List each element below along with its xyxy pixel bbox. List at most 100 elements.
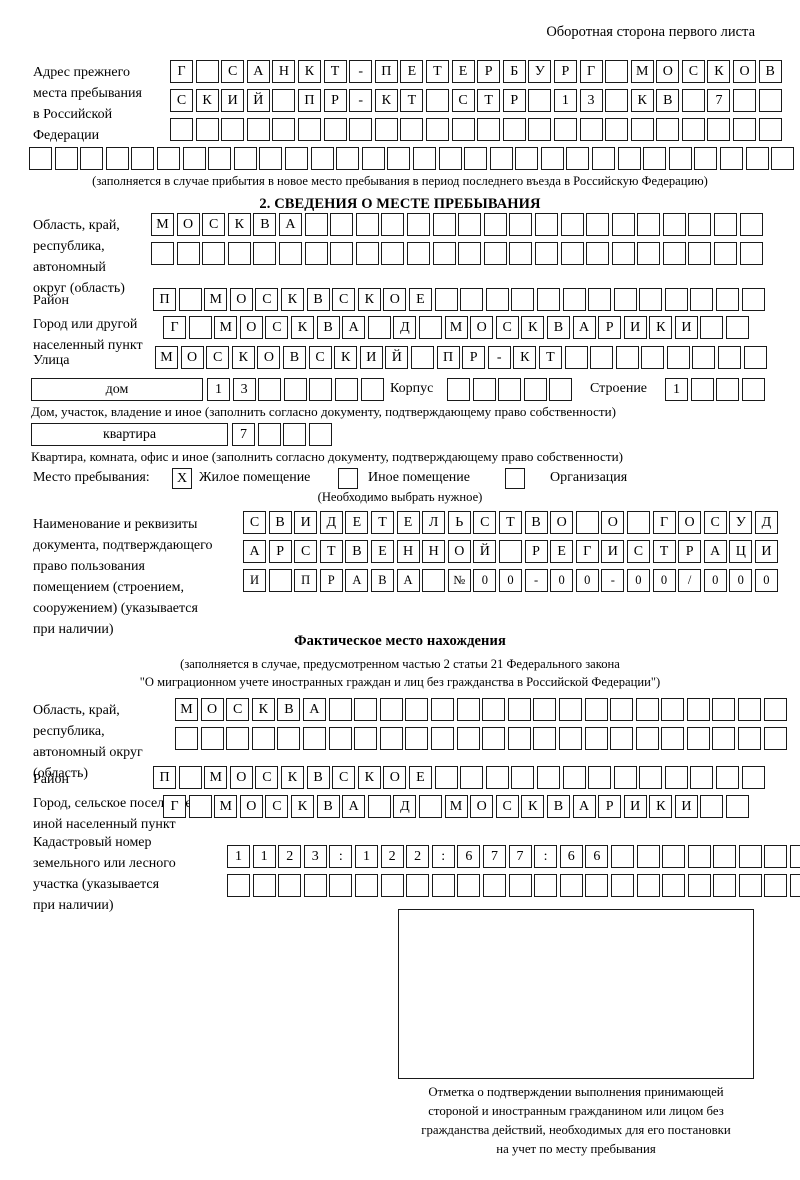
char-cell[interactable] [432, 242, 456, 265]
korpus-cells[interactable] [447, 378, 575, 401]
char-cell[interactable] [712, 727, 736, 750]
char-cell[interactable] [508, 874, 532, 897]
char-cell[interactable]: 0 [498, 569, 522, 592]
char-cell[interactable]: С [221, 60, 245, 83]
char-cell[interactable] [661, 727, 685, 750]
char-cell[interactable] [227, 874, 250, 897]
char-cell[interactable] [418, 316, 442, 339]
checkbox-inoe[interactable] [338, 468, 358, 489]
char-cell[interactable]: А [703, 540, 727, 563]
char-cell[interactable]: М [630, 60, 654, 83]
char-cell[interactable] [664, 766, 688, 789]
char-cell[interactable]: К [649, 795, 673, 818]
char-cell[interactable]: В [316, 316, 340, 339]
char-cell[interactable] [257, 423, 281, 446]
char-cell[interactable] [297, 118, 321, 141]
char-cell[interactable]: К [290, 316, 314, 339]
char-cell[interactable]: С [206, 346, 230, 369]
char-cell[interactable]: П [294, 569, 318, 592]
char-cell[interactable] [713, 874, 737, 897]
char-cell[interactable]: : [534, 845, 558, 868]
char-cell[interactable] [564, 346, 588, 369]
char-cell[interactable]: Й [473, 540, 497, 563]
char-cell[interactable]: Б [502, 60, 526, 83]
char-cell[interactable] [605, 118, 629, 141]
char-cell[interactable] [764, 874, 788, 897]
char-cell[interactable]: С [255, 288, 279, 311]
char-cell[interactable]: Г [579, 60, 603, 83]
char-cell[interactable] [283, 378, 307, 401]
char-cell[interactable]: 3 [579, 89, 603, 112]
char-cell[interactable] [434, 288, 458, 311]
char-cell[interactable] [29, 147, 52, 170]
char-cell[interactable] [482, 698, 506, 721]
char-cell[interactable]: И [674, 795, 698, 818]
char-cell[interactable] [447, 378, 470, 401]
char-cell[interactable] [630, 118, 654, 141]
char-cell[interactable] [425, 89, 449, 112]
char-cell[interactable]: Т [477, 89, 501, 112]
char-cell[interactable] [656, 118, 680, 141]
char-cell[interactable] [283, 423, 307, 446]
char-cell[interactable] [533, 727, 557, 750]
char-cell[interactable] [588, 766, 612, 789]
char-cell[interactable]: Р [524, 540, 548, 563]
char-cell[interactable] [252, 874, 276, 897]
char-cell[interactable] [360, 378, 384, 401]
char-cell[interactable]: О [229, 288, 253, 311]
char-cell[interactable] [432, 213, 456, 236]
char-cell[interactable] [460, 288, 484, 311]
char-cell[interactable] [515, 147, 539, 170]
char-cell[interactable] [304, 213, 328, 236]
char-cell[interactable] [131, 147, 155, 170]
char-cell[interactable]: 0 [626, 569, 650, 592]
char-cell[interactable]: М [444, 795, 468, 818]
char-cell[interactable] [482, 727, 506, 750]
char-cell[interactable] [692, 346, 716, 369]
char-cell[interactable] [716, 288, 740, 311]
char-cell[interactable]: 1 [665, 378, 688, 401]
char-cell[interactable] [425, 118, 449, 141]
char-cell[interactable]: Н [422, 540, 446, 563]
char-cell[interactable] [302, 727, 326, 750]
char-cell[interactable]: С [473, 511, 497, 534]
char-cell[interactable]: К [227, 213, 251, 236]
char-cell[interactable]: 3 [303, 845, 327, 868]
char-cell[interactable]: В [758, 60, 782, 83]
char-cell[interactable]: Д [319, 511, 343, 534]
char-cell[interactable] [716, 766, 740, 789]
char-cell[interactable]: С [681, 60, 705, 83]
char-cell[interactable]: Д [393, 316, 417, 339]
char-cell[interactable]: Т [370, 511, 394, 534]
char-cell[interactable] [477, 118, 501, 141]
char-cell[interactable]: Р [477, 60, 501, 83]
char-cell[interactable] [688, 213, 712, 236]
char-cell[interactable] [584, 727, 608, 750]
char-cell[interactable]: С [495, 795, 519, 818]
char-cell[interactable]: Н [272, 60, 296, 83]
char-cell[interactable]: М [214, 795, 238, 818]
char-cell[interactable]: Е [400, 60, 424, 83]
char-cell[interactable] [485, 288, 509, 311]
char-cell[interactable] [489, 147, 513, 170]
char-cell[interactable] [738, 727, 762, 750]
cadastral-row-2[interactable] [227, 874, 800, 897]
char-cell[interactable] [507, 727, 531, 750]
char-cell[interactable] [681, 89, 705, 112]
char-cell[interactable] [430, 727, 454, 750]
char-cell[interactable]: О [601, 511, 625, 534]
char-cell[interactable] [764, 845, 788, 868]
actual-region-row-2[interactable] [175, 727, 789, 750]
char-cell[interactable]: О [447, 540, 471, 563]
char-cell[interactable] [182, 147, 206, 170]
char-cell[interactable]: К [280, 766, 304, 789]
char-cell[interactable] [178, 288, 202, 311]
char-cell[interactable]: Н [396, 540, 420, 563]
char-cell[interactable]: 0 [575, 569, 599, 592]
char-cell[interactable] [700, 316, 724, 339]
char-cell[interactable] [662, 213, 686, 236]
char-cell[interactable] [176, 242, 200, 265]
checkbox-zhiloe[interactable]: Х [172, 468, 192, 489]
previous-address-row-3[interactable] [170, 118, 784, 141]
